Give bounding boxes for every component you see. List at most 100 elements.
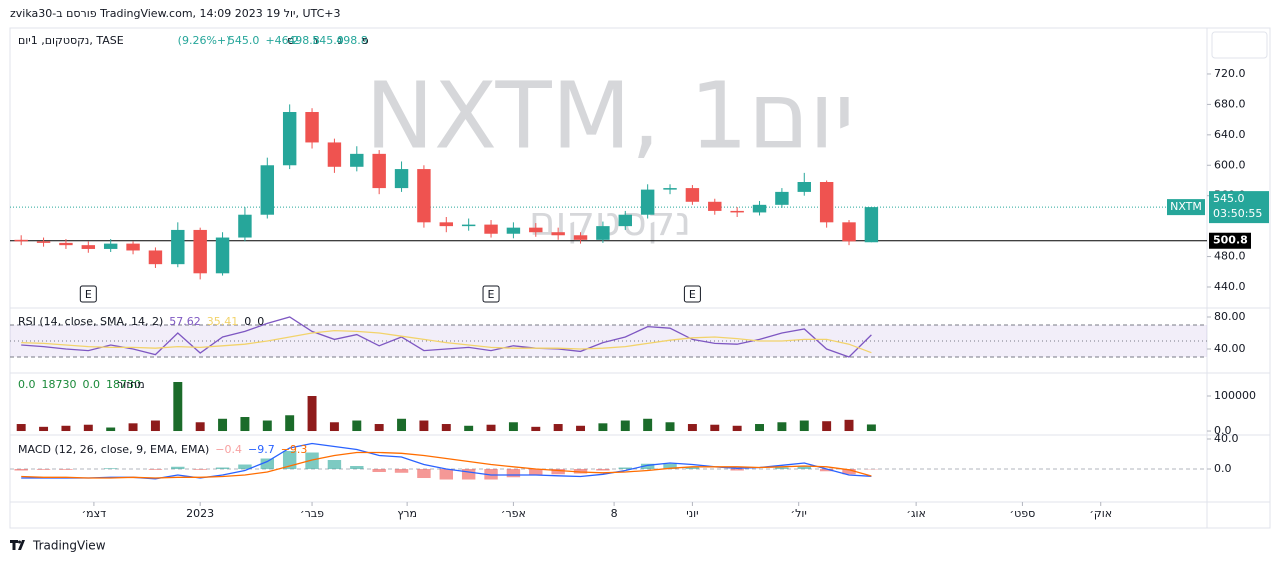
legend-value: 0 (244, 315, 251, 328)
macd-histogram (797, 466, 811, 470)
x-tick-label: אפר׳ (501, 507, 526, 520)
x-tick-label: 8 (611, 507, 618, 520)
macd-histogram (305, 452, 319, 470)
volume-bar (665, 422, 675, 432)
candle-body (372, 153, 386, 189)
volume-bar (598, 423, 608, 432)
macd-histogram (685, 466, 700, 470)
candle-body (439, 222, 454, 227)
volume-bar (576, 425, 586, 432)
macd-histogram (506, 469, 521, 478)
legend-value: −9.7 (248, 443, 275, 456)
legend-value: פ (362, 34, 369, 47)
header-text: zvika30-פורסם ב TradingView.com, 14:09 2… (10, 7, 340, 20)
macd-histogram (394, 469, 409, 473)
candle-body (193, 229, 207, 274)
volume-bar (866, 424, 876, 432)
candle-body (59, 242, 73, 246)
volume-bar (620, 420, 630, 432)
macd-line (21, 451, 872, 479)
watermark-subtitle: נקסטקום (529, 199, 691, 245)
legend-value: 18730 (106, 378, 141, 391)
y-tick-label: 40.00 (1214, 342, 1246, 355)
macd-histogram (551, 469, 565, 475)
candle-body (685, 188, 700, 202)
candle-body (775, 191, 789, 205)
candle-body (551, 232, 565, 236)
volume-bar (777, 422, 787, 432)
legend: RSI (14, close, SMA, 14, 2) 57.62 35.41 0 0 (18, 315, 264, 328)
macd-histogram (596, 469, 610, 471)
volume-bar (39, 426, 49, 432)
event-label: E (488, 288, 495, 301)
candle-body (394, 169, 409, 189)
x-tick-label: ספט׳ (1010, 507, 1036, 520)
volume-bar (150, 420, 160, 432)
volume-bar (173, 382, 183, 432)
volume-bar (464, 425, 474, 432)
volume-bar (419, 420, 429, 432)
macd-histogram (819, 469, 834, 472)
x-tick-label: פבר׳ (300, 507, 324, 520)
macd-histogram (193, 469, 207, 470)
legend-title: נקסטקום, 1יום, TASE (18, 34, 124, 47)
macd-histogram (14, 469, 28, 471)
candle-body (461, 224, 476, 227)
legend-value: 545.0 (312, 34, 344, 47)
y-tick-label: 40.0 (1214, 432, 1239, 445)
symbol-label: NXTM (1170, 200, 1202, 213)
event-marker (482, 285, 500, 303)
legend: מחזור 0.0 18730 0.0 18730 (18, 378, 145, 391)
candle-body (14, 239, 28, 242)
legend-value: 18730 (42, 378, 77, 391)
y-tick-label: 640.0 (1214, 128, 1246, 141)
macd-histogram (36, 469, 51, 470)
legend-value: 545.0 (228, 34, 260, 47)
candle-body (708, 201, 722, 211)
candle-body (36, 241, 51, 243)
y-tick-label: 720.0 (1214, 67, 1246, 80)
candle-body (842, 222, 856, 242)
volume-bar (486, 424, 496, 432)
macd-histogram (842, 469, 856, 475)
legend-value: 498.8 (336, 34, 368, 47)
volume-bar (397, 418, 407, 432)
rsi-line (21, 329, 872, 354)
macd-histogram (730, 469, 744, 471)
legend-value: 498.8 (288, 34, 320, 47)
y-tick-label: 680.0 (1214, 97, 1246, 110)
macd-histogram (439, 469, 454, 480)
logo (10, 540, 25, 550)
volume-bar (508, 422, 518, 432)
volume-bar (307, 396, 317, 432)
volume-bar (710, 424, 720, 432)
macd-histogram (640, 463, 655, 470)
settings-box[interactable] (1211, 31, 1268, 59)
x-tick-label: אוק׳ (1089, 507, 1112, 520)
y-tick-label: 0.0 (1214, 424, 1232, 437)
candle-body (171, 229, 185, 265)
candle-body (126, 243, 140, 251)
candle-body (327, 142, 342, 167)
candle-body (640, 189, 655, 215)
volume-bar (732, 425, 742, 432)
hline-label-bg (1209, 232, 1251, 249)
candle-body (81, 245, 96, 249)
macd-histogram (103, 468, 118, 470)
candle-body (864, 207, 879, 243)
y-tick-label: 480.0 (1214, 250, 1246, 263)
volume-bar (262, 420, 272, 432)
event-label: E (689, 288, 696, 301)
macd-histogram (529, 469, 543, 476)
macd-histogram (573, 469, 588, 474)
candle-body (282, 112, 297, 166)
legend: MACD (12, 26, close, 9, EMA, EMA) −0.4 −9.… (18, 443, 307, 456)
x-tick-label: מרץ (397, 507, 417, 520)
volume-bar (844, 419, 854, 432)
volume-bar (441, 424, 451, 432)
event-label: E (85, 288, 92, 301)
x-tick-label: דצמ׳ (82, 507, 107, 520)
candle-body (506, 227, 521, 234)
legend-value: נ (314, 34, 318, 47)
hline-label: 500.8 (1213, 234, 1248, 247)
